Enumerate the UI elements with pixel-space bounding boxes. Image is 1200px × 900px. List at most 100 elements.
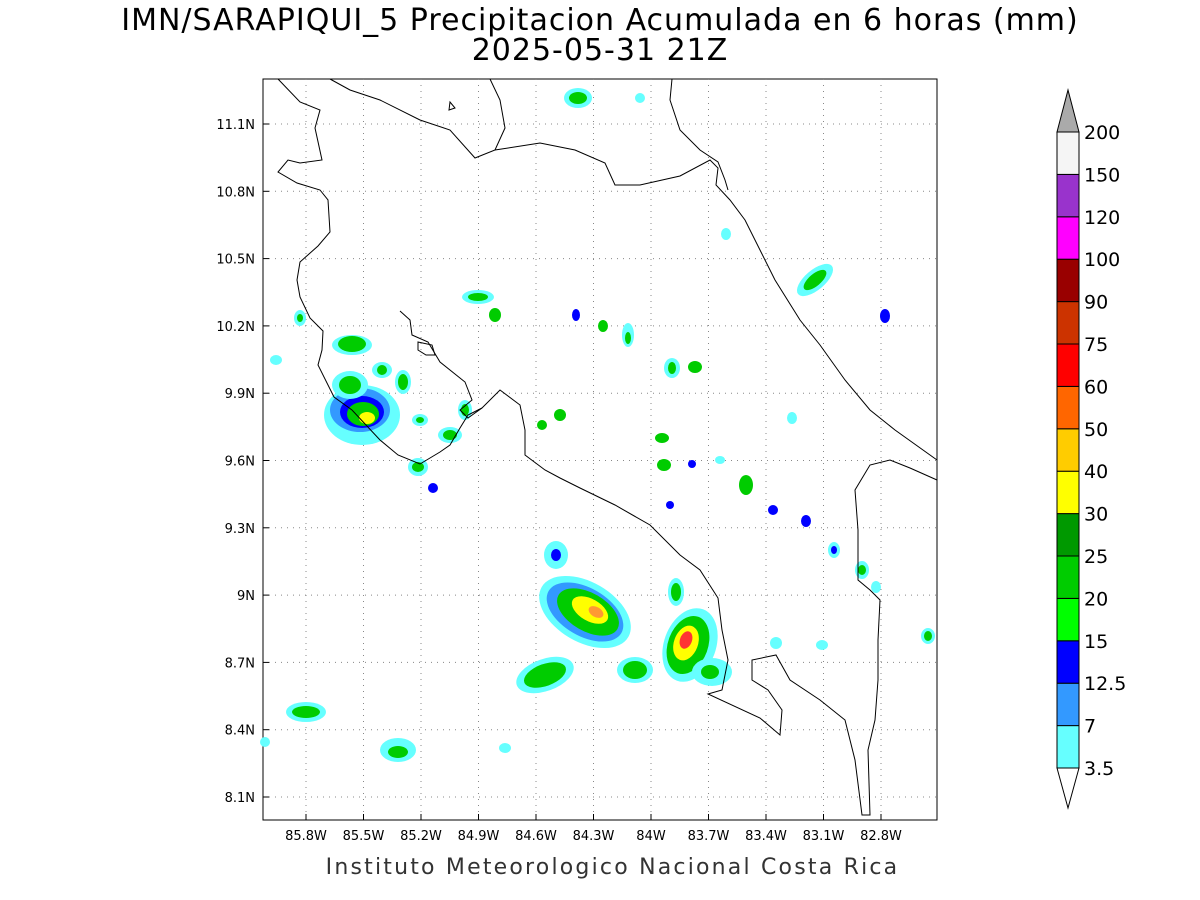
precip-contour bbox=[831, 546, 837, 554]
pacific-coast-south bbox=[399, 310, 938, 816]
precip-contour bbox=[359, 412, 375, 424]
colorbar-upper-triangle bbox=[1056, 88, 1080, 133]
rain-cell-caribbean bbox=[564, 88, 890, 323]
precip-contour bbox=[721, 228, 731, 240]
colorbar-level-label: 150 bbox=[1084, 164, 1120, 186]
colorbar-level-label: 75 bbox=[1084, 334, 1108, 356]
nicaragua-lake bbox=[329, 78, 506, 159]
precip-contour bbox=[668, 362, 676, 374]
colorbar-segment bbox=[1056, 640, 1080, 684]
rain-cell-southwest bbox=[260, 702, 511, 762]
precip-contour bbox=[339, 376, 361, 394]
map-frame-group bbox=[262, 78, 938, 821]
precip-contour bbox=[260, 737, 270, 747]
lat-tick-label: 8.1N bbox=[225, 791, 255, 806]
lon-tick-label: 82.8W bbox=[860, 829, 902, 844]
precip-contour bbox=[657, 459, 671, 471]
precip-contour bbox=[537, 420, 547, 430]
precip-contour bbox=[416, 417, 424, 423]
lon-tick-label: 85.2W bbox=[400, 829, 442, 844]
colorbar-level-label: 20 bbox=[1084, 588, 1108, 610]
precip-contour bbox=[398, 374, 408, 390]
precip-contour bbox=[523, 662, 567, 688]
precip-contour bbox=[635, 93, 645, 103]
precip-contour bbox=[715, 456, 725, 464]
colorbar-segment bbox=[1056, 725, 1080, 769]
colorbar-level-label: 15 bbox=[1084, 631, 1108, 653]
precip-contour bbox=[880, 309, 890, 323]
precip-contour bbox=[551, 549, 561, 561]
colorbar-level-label: 120 bbox=[1084, 207, 1120, 229]
colorbar-level-label: 25 bbox=[1084, 546, 1108, 568]
precip-contour bbox=[270, 355, 282, 365]
lat-tick-label: 8.4N bbox=[225, 724, 255, 739]
precip-contour bbox=[292, 706, 320, 718]
longitude-labels: 85.8W 85.5W 85.2W 84.9W 84.6W 84.3W 84W 83.7W 83… bbox=[285, 829, 902, 844]
precip-contour bbox=[768, 505, 778, 515]
colorbar-level-label: 3.5 bbox=[1084, 758, 1114, 780]
precip-contour bbox=[623, 661, 647, 679]
colorbar-segment bbox=[1056, 470, 1080, 515]
precip-contour bbox=[412, 462, 424, 472]
coastlines bbox=[277, 78, 938, 816]
colorbar-segment bbox=[1056, 682, 1080, 727]
precip-contour bbox=[688, 361, 702, 373]
precip-contour bbox=[489, 308, 501, 322]
colorbar-segment bbox=[1056, 131, 1080, 175]
precip-contour bbox=[428, 483, 438, 493]
lat-tick-label: 9.6N bbox=[225, 455, 255, 470]
colorbar-level-label: 40 bbox=[1084, 461, 1108, 483]
colorbar-segment bbox=[1056, 513, 1080, 557]
precip-contour bbox=[588, 606, 604, 618]
precip-contour bbox=[816, 640, 828, 650]
rain-cell-central bbox=[537, 309, 753, 509]
precip-contour bbox=[801, 515, 811, 527]
precip-contour bbox=[655, 433, 669, 443]
latitude-labels: 11.1N 10.8N 10.5N 10.2N 9.9N 9.6N 9.3N 9N 8.7N 8.… bbox=[216, 118, 255, 806]
lon-tick-label: 83.7W bbox=[688, 829, 730, 844]
lat-tick-label: 9.3N bbox=[225, 522, 255, 537]
colorbar-level-label: 60 bbox=[1084, 376, 1108, 398]
precip-contour bbox=[443, 430, 457, 440]
colorbar-segment bbox=[1056, 555, 1080, 599]
map-datetime: 2025-05-31 21Z bbox=[471, 33, 729, 68]
rain-cell-south-pacific bbox=[516, 541, 732, 694]
map-title: IMN/SARAPIQUI_5 Precipitacion Acumulada … bbox=[121, 3, 1079, 38]
precip-contour bbox=[554, 409, 566, 421]
colorbar-segment bbox=[1056, 385, 1080, 430]
lat-tick-label: 11.1N bbox=[216, 118, 255, 133]
colorbar-segment bbox=[1056, 428, 1080, 472]
precip-contour bbox=[688, 460, 696, 468]
lake-arenal bbox=[417, 341, 436, 356]
caribbean-coast bbox=[494, 142, 938, 461]
lat-tick-label: 8.7N bbox=[225, 656, 255, 671]
rain-cell-east bbox=[768, 412, 935, 650]
colorbar-segment bbox=[1056, 173, 1080, 218]
lon-tick-label: 83.1W bbox=[803, 829, 845, 844]
island bbox=[448, 100, 456, 111]
precip-contour bbox=[338, 336, 366, 352]
rain-cell-nicoya bbox=[324, 335, 472, 476]
precip-contour bbox=[468, 293, 488, 301]
lat-tick-label: 9N bbox=[237, 589, 255, 604]
precip-contour bbox=[297, 314, 303, 322]
colorbar: 3.5 7 12.5 15 20 25 30 40 50 60 75 90 100 120 150 200 bbox=[1056, 88, 1126, 810]
precip-contour bbox=[739, 475, 753, 495]
precip-contour bbox=[666, 501, 674, 509]
lat-tick-label: 10.2N bbox=[216, 320, 255, 335]
colorbar-level-label: 50 bbox=[1084, 419, 1108, 441]
precip-contour bbox=[499, 743, 511, 753]
lon-tick-label: 84.3W bbox=[573, 829, 615, 844]
colorbar-level-label: 7 bbox=[1084, 716, 1096, 738]
precip-contour bbox=[679, 631, 693, 649]
colorbar-level-label: 90 bbox=[1084, 292, 1108, 314]
colorbar-level-label: 100 bbox=[1084, 249, 1120, 271]
footer-credit: Instituto Meteorologico Nacional Costa R… bbox=[325, 855, 900, 880]
precip-contour bbox=[625, 332, 631, 344]
colorbar-segment bbox=[1056, 597, 1080, 642]
precip-contour bbox=[701, 665, 719, 679]
precip-contour bbox=[770, 637, 782, 649]
precip-contour bbox=[671, 583, 681, 601]
colorbar-lower-triangle bbox=[1056, 767, 1080, 810]
